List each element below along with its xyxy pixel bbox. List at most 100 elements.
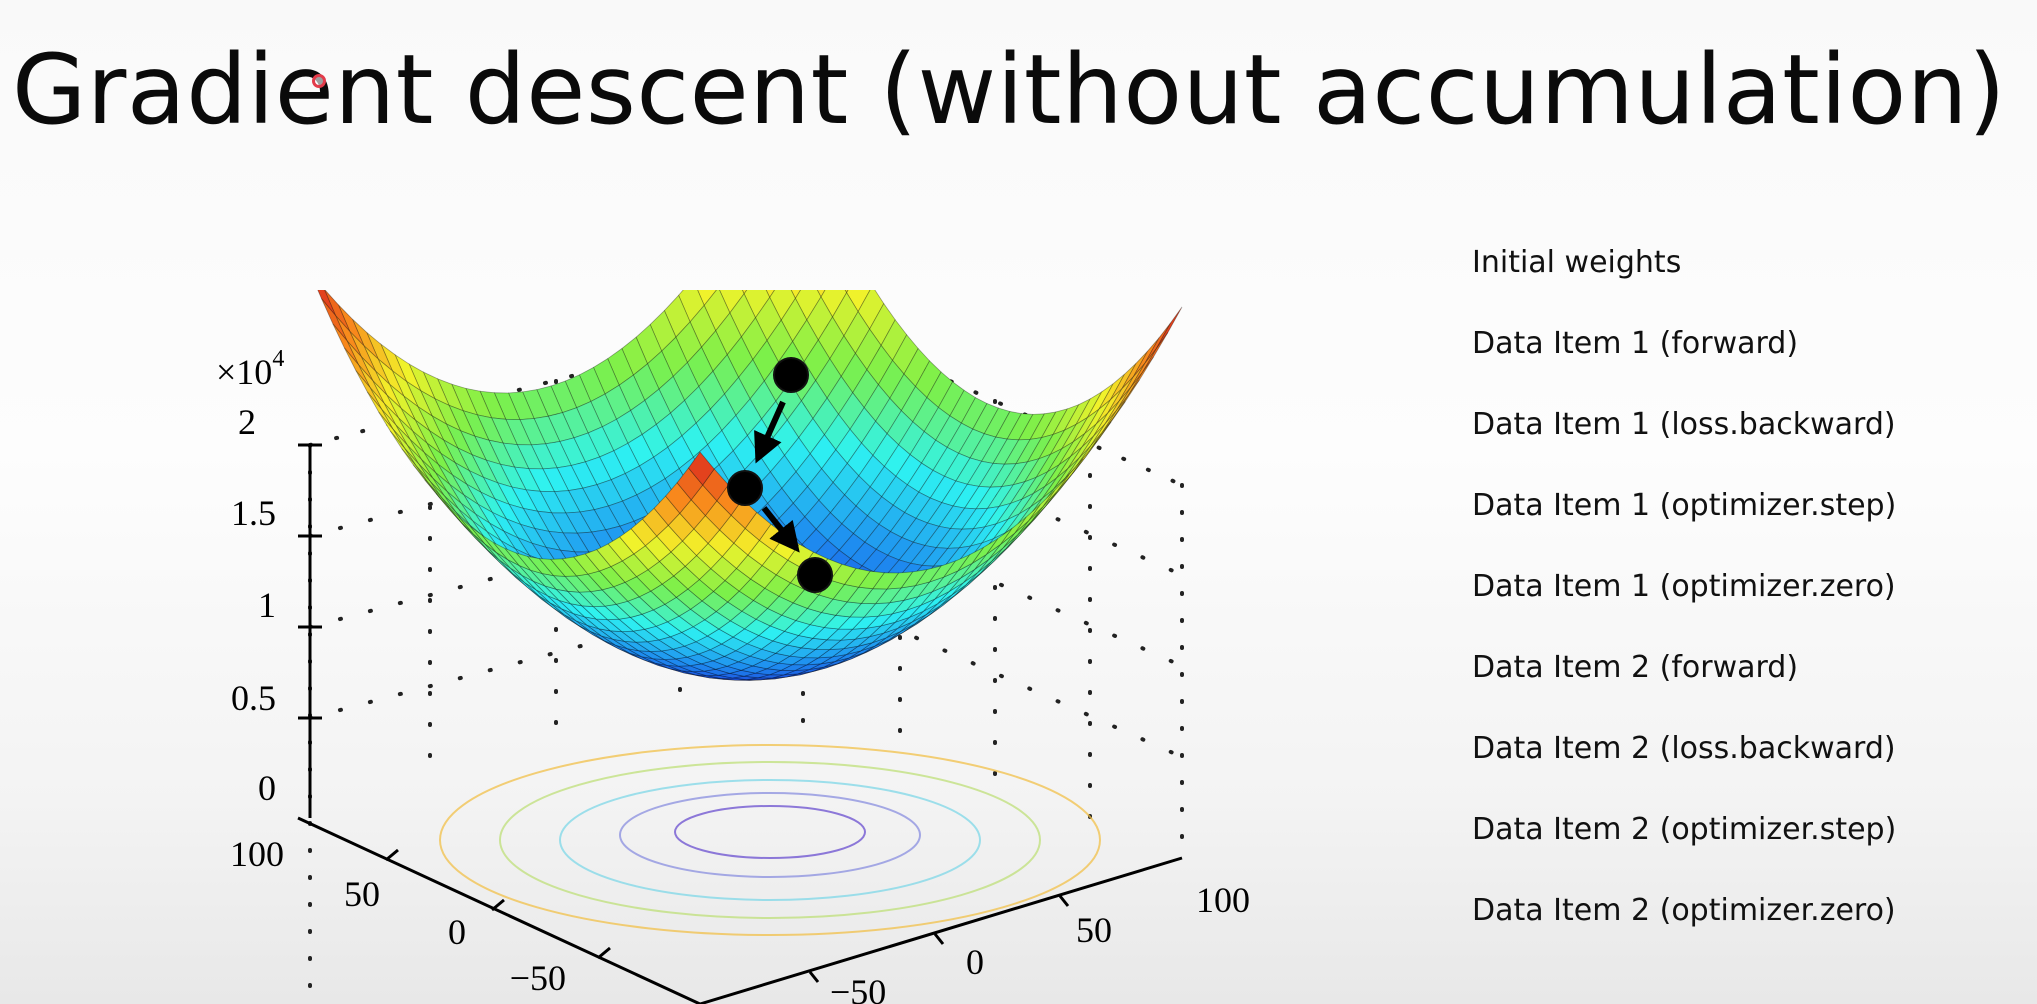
surface-cell [1029, 411, 1057, 440]
surface-cell [452, 474, 479, 505]
surface-cell [621, 553, 649, 578]
surface-cell [1133, 337, 1160, 377]
surface-cell [578, 625, 605, 641]
surface-cell [1070, 440, 1098, 476]
weight-point-1 [773, 357, 809, 393]
y-tick-0: 0 [448, 912, 466, 952]
surface-cell [925, 594, 953, 615]
surface-cell [456, 447, 485, 479]
y-axis-line [297, 816, 701, 1004]
z-tick-1: 1 [258, 585, 276, 625]
surface-cell [961, 507, 989, 530]
surface-cell [424, 479, 451, 511]
surface-cell [743, 672, 770, 679]
surface-cell [564, 614, 591, 632]
surface-cell [566, 590, 595, 608]
surface-cell [1156, 306, 1183, 349]
surface-cell [783, 620, 811, 636]
surface-cell [378, 411, 405, 449]
surface-cell [470, 526, 497, 553]
surface-cell [794, 290, 822, 321]
weight-point-2 [727, 470, 763, 506]
step-item1-backward: Data Item 1 (loss.backward) [1472, 407, 1896, 442]
surface-cell [726, 336, 754, 379]
box-frame [308, 313, 1184, 1004]
surface-cell [901, 517, 929, 543]
surface-cell [538, 558, 567, 577]
surface-cell [608, 630, 638, 643]
surface-cell [510, 567, 537, 591]
surface-cell [422, 371, 450, 407]
surface-cell [900, 569, 928, 589]
surface-cell [844, 290, 849, 294]
surface-cell [1144, 322, 1171, 364]
surface-cell [468, 469, 496, 500]
surface-cell [1059, 456, 1086, 490]
surface-cell [657, 636, 686, 650]
surface-cell [1042, 475, 1069, 507]
plot-axes [297, 445, 1183, 1004]
surface-cell [697, 290, 717, 307]
surface-cell [800, 667, 827, 676]
surface-cell [741, 290, 748, 295]
x-tick-50: 50 [1076, 910, 1112, 950]
surface-cell [417, 405, 445, 442]
step-initial-weights: Initial weights [1472, 245, 1682, 280]
surface-cell [684, 554, 712, 581]
slide-title: Gradient descent (without accumulation) [12, 34, 2007, 146]
descent-path [754, 400, 800, 553]
descent-arrow-1 [754, 400, 786, 464]
x-tick-0: 0 [966, 942, 984, 982]
y-tick-100: 100 [230, 834, 284, 874]
surface-cell [1016, 506, 1044, 536]
surface-cell [1056, 458, 1084, 492]
surface-cell [488, 439, 516, 468]
surface-cell [848, 645, 876, 659]
step-item2-forward: Data Item 2 (forward) [1472, 650, 1799, 685]
surface-cell [435, 493, 463, 524]
surface-cell [692, 619, 720, 637]
surface-cell [1031, 491, 1058, 522]
surface-cell [632, 628, 660, 643]
axis-tick-marks [298, 443, 1070, 983]
surface-cell [487, 549, 514, 575]
step-item2-optimizer-zero: Data Item 2 (optimizer.zero) [1472, 893, 1896, 928]
surface-cell [912, 522, 940, 546]
surface-cell [475, 538, 502, 565]
surface-cell [623, 640, 652, 653]
surface-cell [612, 638, 639, 652]
step-item2-optimizer-step: Data Item 2 (optimizer.step) [1472, 812, 1897, 847]
surface-cell [732, 675, 759, 681]
surface-cell [746, 677, 773, 681]
surface-cell [1085, 421, 1112, 458]
descent-arrow-2 [761, 506, 800, 553]
surface-cell [400, 407, 428, 444]
step-item1-forward: Data Item 1 (forward) [1472, 326, 1799, 361]
surface-cell [555, 588, 584, 607]
surface-cell [504, 548, 531, 571]
surface-cell [892, 484, 920, 514]
surface-cell [515, 552, 544, 575]
surface-cell [665, 482, 692, 514]
surface-cell [446, 491, 473, 522]
y-tick-neg50: −50 [510, 958, 566, 998]
surface-cell [435, 472, 462, 504]
z-tick-2: 2 [238, 402, 256, 442]
surface-cell [972, 402, 1000, 435]
surface-cell [666, 665, 693, 672]
surface-cell [978, 462, 1006, 488]
surface-cell [825, 628, 854, 641]
surface-cell [412, 430, 439, 465]
surface-cell [526, 555, 555, 577]
surface-cell [389, 383, 416, 421]
surface-cell [790, 290, 802, 300]
surface-cell [1053, 457, 1080, 490]
z-tick-0.5: 0.5 [231, 678, 276, 718]
surface-cell [816, 290, 826, 298]
surface-cell [476, 414, 504, 444]
surface-cell [834, 650, 861, 662]
x-tick-100: 100 [1196, 880, 1250, 920]
surface-cell [1023, 453, 1052, 483]
surface-cell [412, 464, 440, 498]
surface-cell [610, 560, 638, 583]
